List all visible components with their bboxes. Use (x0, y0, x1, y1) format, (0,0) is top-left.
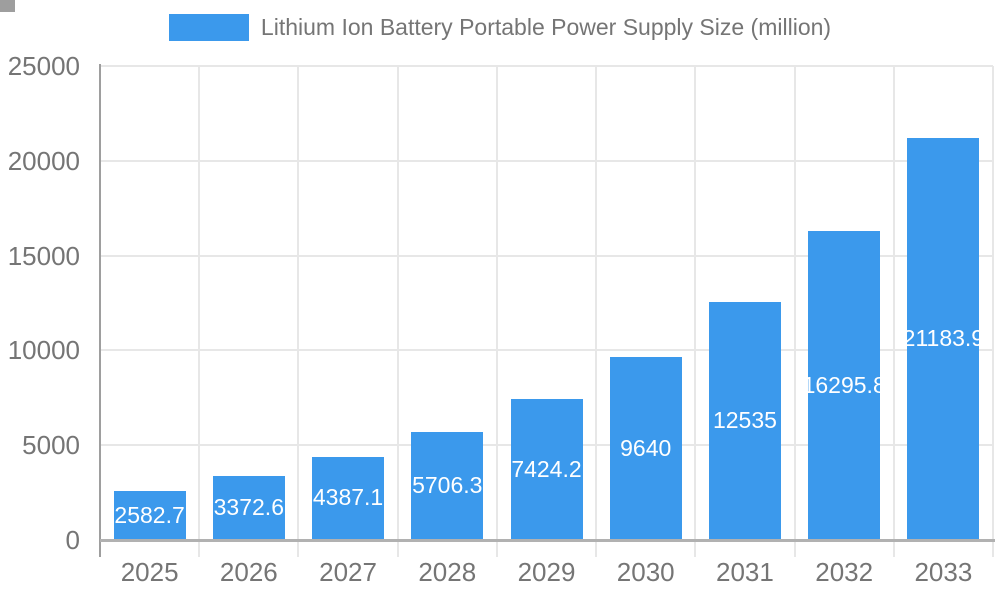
bar[interactable]: 5706.3 (411, 431, 484, 539)
bar[interactable]: 21183.9 (907, 138, 980, 539)
v-gridline (495, 66, 498, 557)
bar-value-label: 16295.8 (808, 371, 881, 398)
v-gridline (992, 66, 994, 557)
x-axis-category-label: 2030 (616, 557, 675, 587)
bar-value-label: 21183.9 (907, 325, 980, 352)
y-axis-tick-label: 25000 (7, 51, 80, 81)
y-axis-tick-mark (0, 10, 15, 12)
v-gridline (892, 66, 895, 557)
v-gridline (595, 66, 598, 557)
y-axis-tick-mark (0, 4, 15, 6)
h-gridline (100, 254, 993, 257)
v-gridline (198, 66, 201, 557)
y-axis-tick-label: 0 (65, 525, 80, 555)
bar[interactable]: 9640 (609, 357, 682, 539)
y-axis-line (99, 64, 101, 557)
x-axis-category-label: 2031 (716, 557, 774, 587)
x-axis-line (100, 539, 995, 542)
y-axis-tick-label: 15000 (7, 240, 80, 271)
y-axis-tick-mark (0, 6, 15, 8)
bar-value-label: 7424.2 (511, 455, 582, 482)
bar[interactable]: 2582.7 (113, 491, 186, 539)
y-axis-tick-label: 5000 (22, 430, 80, 461)
legend[interactable]: Lithium Ion Battery Portable Power Suppl… (0, 14, 1000, 41)
bar-value-label: 2582.7 (114, 501, 185, 528)
v-gridline (694, 66, 697, 557)
bar-value-label: 4387.1 (312, 484, 384, 511)
x-axis-category-label: 2026 (219, 557, 278, 587)
y-axis-tick-label: 20000 (7, 145, 80, 176)
bar-value-label: 5706.3 (412, 471, 483, 498)
y-axis-tick-mark (0, 8, 15, 10)
bar[interactable]: 12535 (708, 302, 781, 539)
x-axis-category-label: 2033 (914, 557, 973, 587)
h-gridline (100, 65, 993, 67)
legend-label: Lithium Ion Battery Portable Power Suppl… (260, 14, 832, 40)
v-gridline (297, 66, 300, 557)
bar-value-label: 12535 (712, 407, 777, 434)
bar[interactable]: 3372.6 (212, 476, 285, 539)
bar-value-label: 9640 (620, 434, 672, 461)
y-axis-tick-mark (0, 0, 15, 2)
x-axis-category-label: 2029 (517, 557, 576, 587)
x-axis-category-label: 2032 (815, 557, 874, 587)
y-axis-tick-label: 10000 (7, 335, 80, 366)
bar-value-label: 3372.6 (213, 494, 284, 521)
x-axis-category-label: 2025 (120, 557, 179, 587)
h-gridline (100, 349, 993, 352)
h-gridline (100, 159, 993, 162)
v-gridline (396, 66, 399, 557)
bar[interactable]: 4387.1 (312, 456, 385, 539)
bar[interactable]: 16295.8 (808, 231, 881, 539)
v-gridline (793, 66, 796, 557)
x-axis-category-label: 2027 (319, 557, 377, 587)
legend-swatch-icon (168, 14, 249, 41)
bar[interactable]: 7424.2 (510, 399, 583, 539)
x-axis-category-label: 2028 (418, 557, 477, 587)
y-axis-tick-mark (0, 2, 15, 4)
